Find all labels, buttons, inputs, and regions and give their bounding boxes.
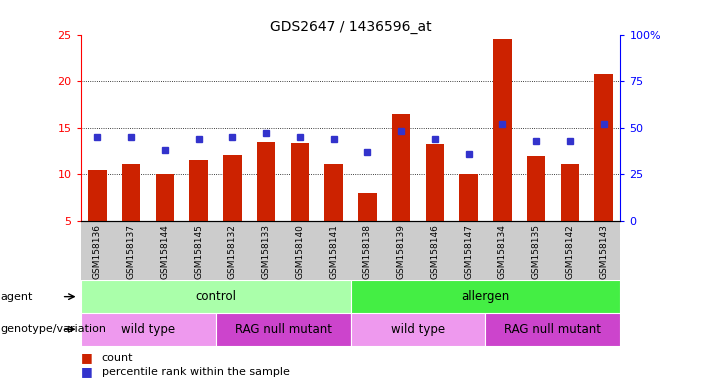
Text: GSM158137: GSM158137: [127, 224, 136, 279]
Text: count: count: [102, 353, 133, 363]
Bar: [88, 170, 107, 221]
Text: ■: ■: [81, 365, 96, 378]
Title: GDS2647 / 1436596_at: GDS2647 / 1436596_at: [270, 20, 431, 33]
Text: GSM158136: GSM158136: [93, 224, 102, 279]
Bar: [216, 313, 350, 346]
Text: GSM158145: GSM158145: [194, 224, 203, 279]
Text: RAG null mutant: RAG null mutant: [505, 323, 601, 336]
Text: agent: agent: [0, 291, 32, 302]
Text: genotype/variation: genotype/variation: [0, 324, 106, 334]
Bar: [189, 160, 208, 221]
Text: GSM158133: GSM158133: [261, 224, 271, 279]
Text: GSM158132: GSM158132: [228, 224, 237, 279]
Text: wild type: wild type: [391, 323, 445, 336]
Bar: [81, 280, 350, 313]
Text: GSM158134: GSM158134: [498, 224, 507, 279]
Bar: [257, 142, 275, 221]
Bar: [426, 144, 444, 221]
Bar: [325, 164, 343, 221]
Text: RAG null mutant: RAG null mutant: [235, 323, 332, 336]
Bar: [459, 174, 478, 221]
Text: GSM158142: GSM158142: [565, 224, 574, 278]
Bar: [526, 156, 545, 221]
Bar: [122, 164, 140, 221]
Bar: [485, 313, 620, 346]
Bar: [493, 39, 512, 221]
Text: GSM158143: GSM158143: [599, 224, 608, 279]
Bar: [156, 174, 175, 221]
Text: GSM158141: GSM158141: [329, 224, 338, 279]
Text: percentile rank within the sample: percentile rank within the sample: [102, 366, 290, 377]
Bar: [223, 155, 242, 221]
Bar: [350, 313, 485, 346]
Bar: [594, 74, 613, 221]
Bar: [81, 313, 216, 346]
Text: allergen: allergen: [461, 290, 510, 303]
Bar: [358, 193, 376, 221]
Text: GSM158140: GSM158140: [295, 224, 304, 279]
Bar: [561, 164, 579, 221]
Text: GSM158146: GSM158146: [430, 224, 440, 279]
Text: GSM158147: GSM158147: [464, 224, 473, 279]
Bar: [350, 280, 620, 313]
Bar: [392, 114, 410, 221]
Text: GSM158135: GSM158135: [531, 224, 540, 279]
Bar: [291, 142, 309, 221]
Text: GSM158138: GSM158138: [363, 224, 372, 279]
Text: wild type: wild type: [121, 323, 175, 336]
Text: control: control: [195, 290, 236, 303]
Text: ■: ■: [81, 351, 96, 364]
Text: GSM158144: GSM158144: [161, 224, 170, 278]
Text: GSM158139: GSM158139: [397, 224, 406, 279]
